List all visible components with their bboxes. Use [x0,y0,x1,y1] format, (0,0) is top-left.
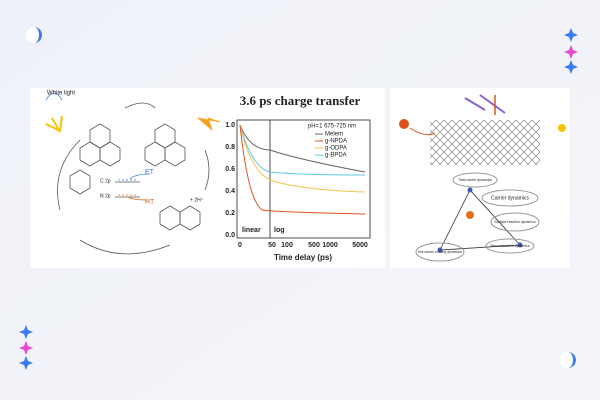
y-tick-label: 0.2 [225,210,235,217]
y-tick-label: 0.0 [225,232,235,239]
decay-curves [239,124,366,215]
y-tick-label: 0.4 [225,188,235,195]
region-label: log [274,227,285,234]
diagram-label: Surface reaction dynamics [494,220,535,224]
diagram-label: N 2p [100,193,111,199]
y-tick-label: 0.8 [225,144,235,151]
diagram-label: Carrier dynamics [491,195,529,201]
decor [19,27,578,370]
y-tick-label: 0.6 [225,166,235,173]
x-tick-label: 1000 [322,242,338,249]
legend-entry: g-BPDA [325,153,347,159]
carrier-diagram [399,94,566,262]
plot-frame [236,119,371,239]
x-axis-label: Time delay (ps) [274,253,332,262]
x-tick-label: 50 [268,242,276,249]
diagram-label: C 2p [100,178,111,184]
mechanism-diagram [45,92,221,255]
plot-condition: pH=1 675-725 nm [308,124,356,130]
x-tick-label: 100 [281,242,293,249]
x-tick-label: 5000 [352,242,368,249]
x-tick-label: 500 [308,242,320,249]
diagram-label: Recombination dynamics [490,244,529,248]
diagram-label: White light [47,91,75,97]
diagram-label: HT [145,199,155,206]
diagram-label: ET [145,169,155,176]
diagram-label: Hot carrier cooling dynamics [418,250,462,254]
plot-title: 3.6 ps charge transfer [240,93,361,108]
diagram-label: + 2H⁺ [190,197,204,203]
legend-entry: g-ODPA [325,146,347,152]
region-label: linear [242,227,261,234]
diagram-label: Total carrier dynamics [458,178,492,182]
y-tick-label: 1.0 [225,122,235,129]
x-tick-label: 0 [238,242,242,249]
right-panel [390,88,570,268]
legend-entry: g-NPDA [325,139,347,145]
legend-entry: Melem [325,132,343,138]
